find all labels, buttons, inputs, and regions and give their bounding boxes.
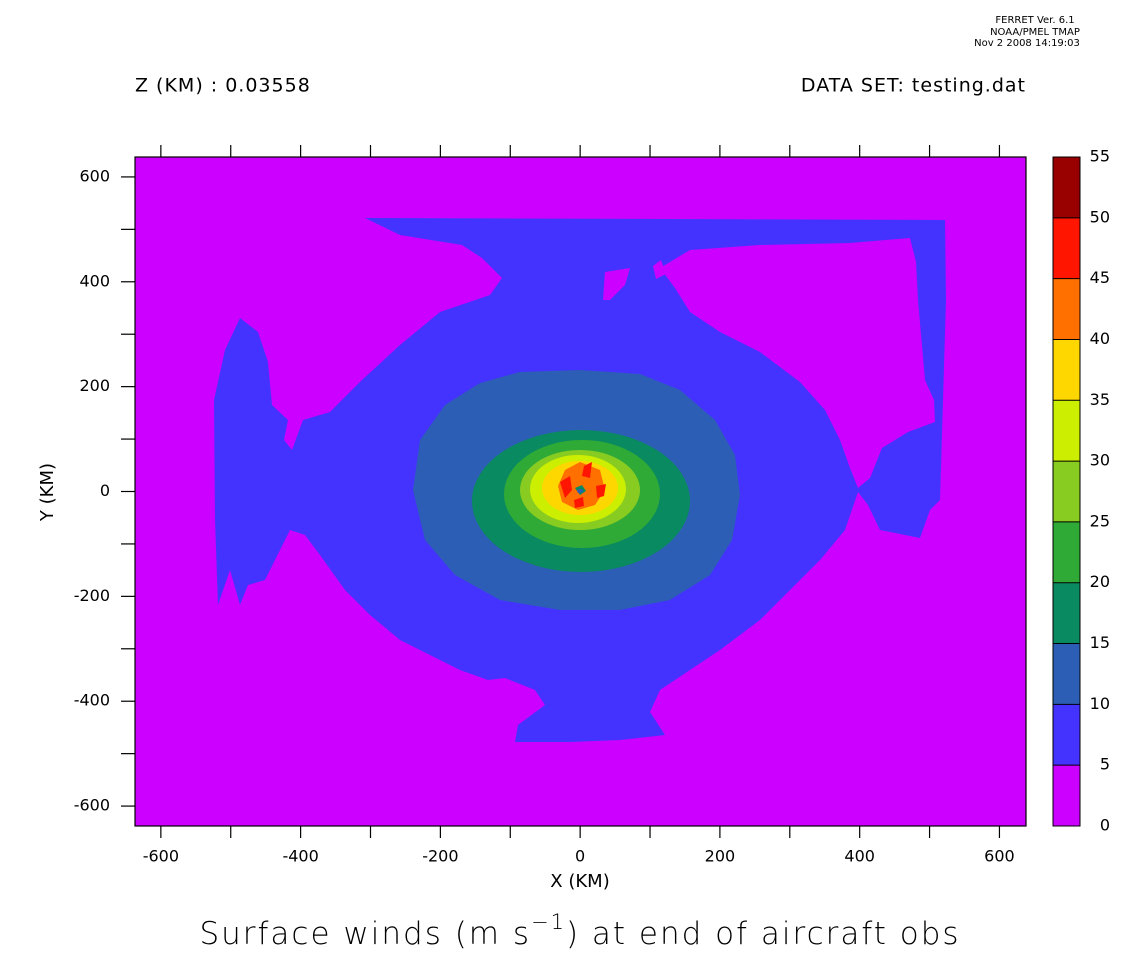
colorbar-label: 15: [1090, 633, 1110, 652]
colorbar-label: 45: [1090, 268, 1110, 287]
x-tick-label: 400: [844, 847, 875, 866]
colorbar-label: 20: [1090, 572, 1110, 591]
y-tick-label: 400: [79, 271, 110, 290]
contour-region: [653, 260, 666, 279]
colorbar-label: 5: [1100, 755, 1110, 774]
colorbar-label: 0: [1100, 816, 1110, 835]
colorbar-band: [1053, 461, 1080, 522]
colorbar-label: 25: [1090, 511, 1110, 530]
y-tick-label: -600: [74, 796, 110, 815]
colorbar-band: [1053, 765, 1080, 826]
contour-region: [596, 484, 606, 498]
y-axis-label: Y (KM): [37, 463, 58, 522]
contour-region: [577, 489, 583, 493]
subtitle-right: DATA SET: testing.dat: [801, 75, 1026, 97]
contour-region: [560, 476, 572, 498]
x-tick-label: 600: [984, 847, 1015, 866]
y-tick-label: -200: [74, 586, 110, 605]
contour-region: [462, 724, 491, 750]
colorbar-band: [1053, 582, 1080, 644]
y-tick-label: -400: [74, 691, 110, 710]
x-tick-label: 0: [575, 847, 585, 866]
colorbar-band: [1053, 643, 1080, 705]
colorbar-band: [1053, 400, 1080, 462]
colorbar-label: 55: [1090, 147, 1110, 166]
y-tick-label: 200: [79, 376, 110, 395]
y-tick-label: 0: [100, 481, 110, 500]
contour-region: [660, 238, 935, 488]
title-part: ) at end of aircraft obs: [566, 916, 961, 952]
colorbar-band: [1053, 278, 1080, 340]
title-part: Surface winds (m s: [199, 916, 531, 952]
colorbar-band: [1053, 521, 1080, 583]
colorbar-label: 35: [1090, 390, 1110, 409]
x-axis-label: X (KM): [550, 871, 609, 892]
x-tick-label: -200: [422, 847, 458, 866]
title-superscript: −1: [531, 910, 566, 934]
contour-region: [603, 268, 630, 300]
colorbar-band: [1053, 217, 1080, 279]
y-tick-label: 600: [79, 166, 110, 185]
colorbar-label: 10: [1090, 694, 1110, 713]
plot-area: [135, 157, 1026, 826]
x-tick-label: -600: [143, 847, 179, 866]
x-tick-label: 200: [705, 847, 736, 866]
colorbar-band: [1053, 157, 1080, 218]
colorbar-label: 40: [1090, 329, 1110, 348]
contour-region: [582, 462, 592, 478]
x-tick-label: -400: [282, 847, 318, 866]
chart-title: Surface winds (m s−1) at end of aircraft…: [199, 910, 960, 952]
header-line: Nov 2 2008 14:19:03: [974, 38, 1080, 49]
contour-region: [574, 497, 584, 508]
colorbar-band: [1053, 704, 1080, 766]
subtitle-left: Z (KM) : 0.03558: [135, 75, 311, 97]
header-line: FERRET Ver. 6.1: [995, 15, 1074, 26]
colorbar-band: [1053, 339, 1080, 401]
header-line: NOAA/PMEL TMAP: [990, 27, 1080, 38]
colorbar-label: 50: [1090, 207, 1110, 226]
colorbar-label: 30: [1090, 451, 1110, 470]
